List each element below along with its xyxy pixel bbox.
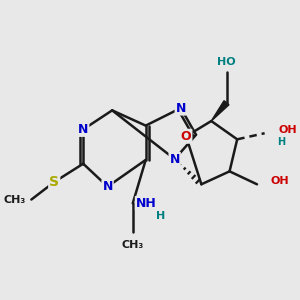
- Text: H: H: [277, 137, 285, 147]
- Text: N: N: [169, 153, 180, 166]
- Text: CH₃: CH₃: [122, 240, 144, 250]
- Text: NH: NH: [136, 197, 157, 210]
- Text: N: N: [78, 123, 88, 136]
- Text: O: O: [181, 130, 191, 143]
- Text: CH₃: CH₃: [3, 194, 25, 205]
- Text: N: N: [176, 102, 186, 115]
- Text: HO: HO: [217, 57, 236, 67]
- Text: OH: OH: [271, 176, 290, 186]
- Text: S: S: [49, 175, 59, 189]
- Text: H: H: [156, 211, 165, 220]
- Polygon shape: [211, 101, 229, 121]
- Text: OH: OH: [278, 125, 297, 135]
- Text: N: N: [102, 180, 113, 193]
